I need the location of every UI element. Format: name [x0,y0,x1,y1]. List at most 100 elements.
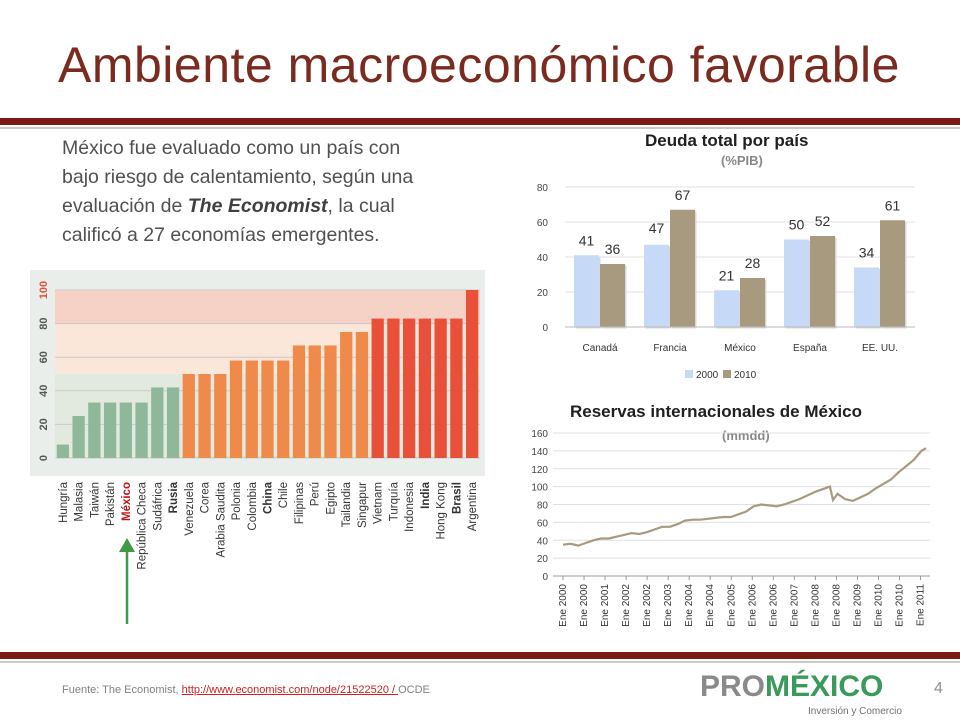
reserves-xtick-label: Ene 2004 [684,584,695,627]
ranking-category-label: Arabia Saudita [215,481,227,557]
ranking-category-label: Hong Kong [436,482,448,540]
mexico-arrow-head [119,538,135,552]
risk-band-high [55,290,480,324]
ranking-bar [56,444,70,458]
debt-category-label: México [724,343,756,354]
ranking-category-label: Turquía [388,481,400,521]
intro-text: México fue evaluado como un país con baj… [62,134,432,250]
debt-legend-swatch [723,370,731,378]
ranking-bar [277,360,290,458]
ranking-bar [292,345,306,458]
source-prefix: Fuente: The Economist, [62,684,182,696]
bottom-divider [0,652,960,659]
reserves-ytick-label: 140 [531,447,548,458]
reserves-xtick-label: Ene 2008 [810,584,821,627]
ranking-category-label: China [263,481,275,514]
ranking-bar [182,374,195,458]
ranking-bar [450,318,463,458]
top-divider-shadow [0,127,960,129]
reserves-xtick-label: Ene 2008 [831,584,842,627]
ranking-category-label: Singapur [357,482,369,528]
reserves-xtick-label: Ene 2004 [705,584,716,627]
ranking-bar [418,318,432,458]
ranking-bar [229,360,243,458]
debt-ytick-label: 40 [537,253,549,264]
debt-value-label: 36 [605,241,621,257]
reserves-ytick-label: 0 [542,572,548,583]
ranking-category-label: Vietnam [373,482,385,524]
top-divider [0,118,960,125]
debt-bar-2000 [714,290,739,327]
ranking-bar [434,318,447,458]
debt-legend-label: 2000 [696,370,719,381]
ranking-category-label: México [121,482,133,521]
ranking-category-label: Pakistán [105,482,117,526]
debt-bar-2010 [810,236,835,327]
debt-legend-label: 2010 [734,370,757,381]
reserves-xtick-label: Ene 2007 [789,584,800,627]
ranking-ytick-label: 20 [38,418,50,430]
ranking-bar [403,318,416,458]
reserves-ytick-label: 120 [531,465,548,476]
logo-tagline: Inversión y Comercio [808,706,902,717]
debt-ytick-label: 80 [537,183,549,194]
debt-value-label: 21 [719,267,735,283]
debt-value-label: 61 [885,197,901,213]
debt-bar-2010 [600,264,625,327]
ranking-ytick-label: 100 [38,281,50,299]
debt-value-label: 50 [789,217,805,233]
ranking-category-label: Brasil [451,482,463,514]
ranking-bar [371,318,384,458]
ranking-category-label: Corea [200,481,212,513]
debt-ytick-label: 60 [537,218,549,229]
ranking-bar [261,360,274,458]
debt-value-label: 47 [649,220,665,236]
debt-bar-2010 [880,220,905,327]
debt-bar-2000 [784,239,809,327]
ranking-category-label: Indonesia [404,481,416,531]
reserves-xtick-label: Ene 2000 [558,584,569,627]
ranking-category-label: Sudáfrica [152,481,164,530]
reserves-xtick-label: Ene 2000 [579,584,590,627]
debt-category-label: España [793,343,827,354]
ranking-bar [214,374,227,458]
ranking-category-label: Argentina [467,481,479,531]
ranking-bar [355,332,369,458]
page-number: 4 [934,680,943,697]
ranking-category-label: Venezuela [184,481,196,535]
debt-value-label: 52 [815,213,831,229]
reserves-ytick-label: 160 [531,429,548,440]
ranking-bar [151,387,164,458]
source-link[interactable]: http://www.economist.com/node/21522520 / [181,684,399,696]
debt-bar-2000 [854,267,879,327]
reserves-ytick-label: 20 [537,554,549,565]
debt-category-label: Canadá [582,343,617,354]
debt-value-label: 28 [745,255,761,271]
debt-category-label: EE. UU. [862,343,898,354]
source-suffix: OCDE [398,684,430,696]
ranking-ytick-label: 40 [38,385,50,397]
ranking-bar [103,402,117,458]
ranking-category-label: Perú [310,482,322,506]
ranking-category-label: Filipinas [294,482,306,524]
promexico-logo: PROMÉXICO Inversión y Comercio [700,670,902,718]
reserves-ytick-label: 60 [537,518,549,529]
ranking-bar [340,332,353,458]
reserves-xtick-label: Ene 2010 [873,584,884,627]
reserves-xtick-label: Ene 2005 [726,584,737,627]
slide-title: Ambiente macroeconómico favorable [58,37,900,93]
ranking-bar [72,416,85,458]
logo-mexico: MÉXICO [765,670,884,703]
reserves-ytick-label: 100 [531,483,548,494]
reserves-chart-subtitle: (mmdd) [722,428,770,443]
ranking-bar [324,345,337,458]
reserves-xtick-label: Ene 2010 [895,584,906,627]
reserves-xtick-label: Ene 2002 [621,584,632,627]
ranking-category-label: Chile [278,482,290,508]
debt-chart-title: Deuda total por país [645,131,809,150]
debt-value-label: 67 [675,187,691,203]
bottom-divider-shadow [0,661,960,663]
reserves-ytick-label: 80 [537,501,549,512]
